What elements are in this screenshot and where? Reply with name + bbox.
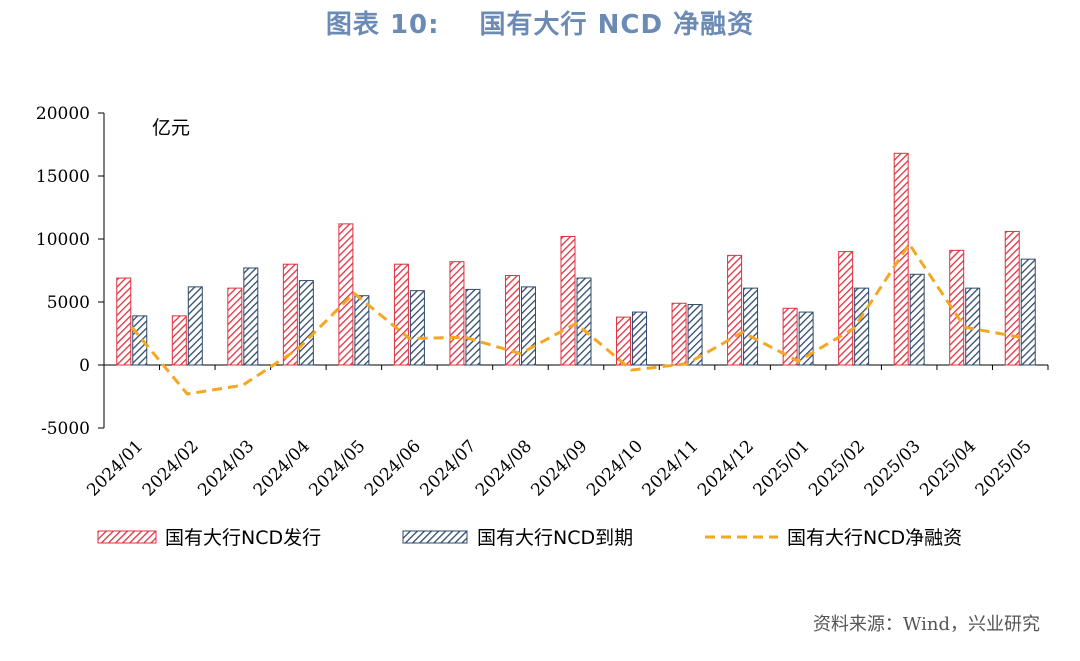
x-tick-label: 2024/02 xyxy=(139,436,203,500)
x-tick-label: 2024/08 xyxy=(472,436,536,500)
legend-label-maturity: 国有大行NCD到期 xyxy=(477,527,633,549)
bar-issue xyxy=(171,315,187,366)
bar-maturity xyxy=(132,315,148,366)
net-line-group xyxy=(130,242,1021,396)
bar-maturity xyxy=(576,277,592,366)
y-tick-label: 20000 xyxy=(36,104,90,124)
bar-issue xyxy=(227,287,243,366)
x-tick-label: 2024/01 xyxy=(83,436,147,500)
x-tick-label: 2025/02 xyxy=(805,436,869,500)
legend-label-net: 国有大行NCD净融资 xyxy=(787,527,962,549)
bar-issue xyxy=(1004,230,1020,366)
chart-title-label: 图表 10: xyxy=(325,10,440,40)
bar-maturity xyxy=(187,286,203,366)
bar-issue xyxy=(893,152,909,366)
bar-issue xyxy=(393,263,409,366)
bar-maturity xyxy=(243,267,259,366)
source-note: 资料来源：Wind，兴业研究 xyxy=(812,614,1040,635)
unit-label: 亿元 xyxy=(152,117,190,139)
bar-maturity xyxy=(854,287,870,366)
bar-maturity xyxy=(354,295,370,366)
legend-label-issue: 国有大行NCD发行 xyxy=(165,527,321,549)
bar-maturity xyxy=(409,290,425,366)
bar-issue xyxy=(671,302,687,366)
bar-issue xyxy=(949,249,965,366)
x-tick-label: 2024/03 xyxy=(194,436,258,500)
bar-maturity xyxy=(298,280,314,366)
legend-swatch-maturity xyxy=(402,530,468,544)
bar-maturity xyxy=(632,311,648,366)
net-financing-line xyxy=(130,242,1021,396)
chart-title-text: 国有大行 NCD 净融资 xyxy=(479,10,755,40)
legend-swatch-issue xyxy=(97,530,157,544)
bar-issue xyxy=(560,235,576,366)
x-tick-label: 2024/12 xyxy=(694,436,758,500)
bar-issue xyxy=(616,316,632,366)
x-tick-label: 2025/05 xyxy=(972,436,1036,500)
bar-maturity xyxy=(798,311,814,366)
x-tick-label: 2024/05 xyxy=(305,436,369,500)
x-tick-label: 2025/01 xyxy=(750,436,814,500)
bar-issue xyxy=(727,254,743,366)
bar-issue xyxy=(338,223,354,366)
x-tick-label: 2025/03 xyxy=(861,436,925,500)
x-tick-label: 2024/10 xyxy=(583,436,647,500)
bar-maturity xyxy=(520,286,536,366)
legend: 国有大行NCD发行 国有大行NCD到期 国有大行NCD净融资 xyxy=(97,527,962,549)
y-tick-label: -5000 xyxy=(41,419,90,439)
y-tick-label: 15000 xyxy=(36,167,90,187)
bar-issue xyxy=(782,307,798,366)
bar-maturity xyxy=(1020,258,1036,366)
chart: -5000 0 5000 10000 15000 20000 2024/012024/02… xyxy=(36,104,1049,549)
axes: -5000 0 5000 10000 15000 20000 xyxy=(36,104,1049,439)
bar-maturity xyxy=(909,273,925,366)
y-tick-label: 0 xyxy=(79,356,90,376)
bar-issue xyxy=(449,261,465,366)
bars xyxy=(116,152,1036,366)
bar-issue xyxy=(504,275,520,366)
x-tick-labels: 2024/012024/022024/032024/042024/052024/… xyxy=(83,436,1036,500)
bar-issue xyxy=(116,277,132,366)
x-tick-label: 2024/07 xyxy=(416,436,480,500)
bar-issue xyxy=(282,263,298,366)
y-tick-label: 5000 xyxy=(47,293,90,313)
bar-maturity xyxy=(465,288,481,366)
bar-issue xyxy=(838,251,854,366)
bar-maturity xyxy=(687,304,703,366)
x-tick-label: 2024/11 xyxy=(639,436,703,500)
x-tick-label: 2024/06 xyxy=(361,436,425,500)
x-tick-label: 2025/04 xyxy=(916,436,980,500)
x-tick-label: 2024/09 xyxy=(527,436,591,500)
y-tick-label: 10000 xyxy=(36,230,90,250)
x-tick-label: 2024/04 xyxy=(250,436,314,500)
chart-title: 图表 10: 国有大行 NCD 净融资 xyxy=(0,4,1080,41)
bar-maturity xyxy=(743,287,759,366)
